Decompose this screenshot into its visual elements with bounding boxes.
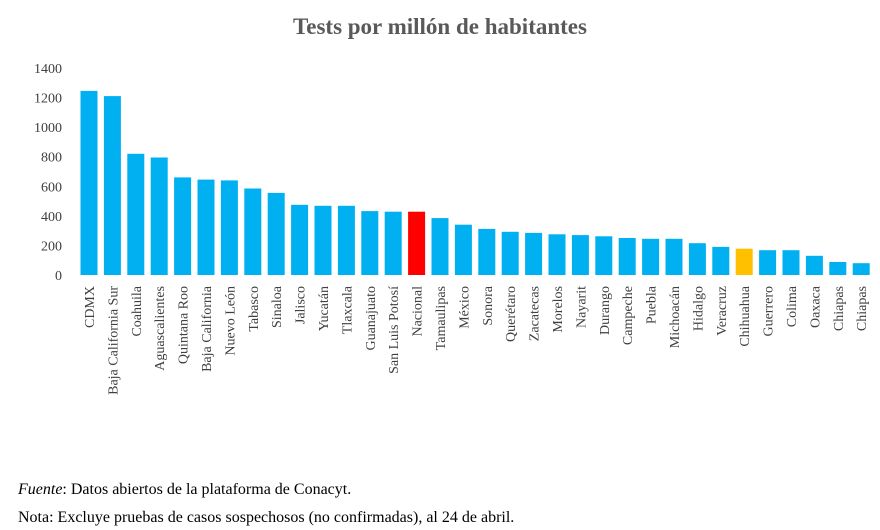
bar xyxy=(361,211,379,275)
bar xyxy=(548,234,566,275)
y-tick-label: 800 xyxy=(41,151,62,166)
x-tick-label: Baja California xyxy=(200,285,215,372)
x-tick-label: Baja California Sur xyxy=(106,286,121,395)
bar xyxy=(805,255,823,275)
bar xyxy=(525,232,543,275)
bar xyxy=(337,205,355,275)
bar xyxy=(244,188,262,275)
x-axis: CDMX Baja California Sur Coahuila Aguascali… xyxy=(83,285,870,395)
bar xyxy=(595,236,613,275)
bar xyxy=(571,235,589,275)
x-tick-label: Nacional xyxy=(411,286,426,337)
bar xyxy=(127,153,145,275)
x-tick-label: San Luis Potosí xyxy=(387,286,402,374)
x-tick-label: Sonora xyxy=(481,285,496,325)
x-tick-label: Coahuila xyxy=(130,285,145,336)
y-tick-label: 0 xyxy=(55,269,62,284)
x-tick-label: Michoacán xyxy=(668,286,683,348)
bar xyxy=(501,231,519,275)
bar xyxy=(688,243,706,275)
y-tick-label: 1000 xyxy=(34,121,62,136)
bar xyxy=(384,211,402,275)
x-tick-label: Puebla xyxy=(645,285,660,324)
x-tick-label: Nuevo León xyxy=(223,286,238,356)
bar xyxy=(150,157,168,275)
x-tick-label: Oaxaca xyxy=(808,285,823,328)
bar xyxy=(735,248,753,275)
bar xyxy=(291,204,309,275)
x-tick-label: Chiapas xyxy=(832,286,847,331)
bar xyxy=(103,96,121,275)
x-tick-label: Sinaloa xyxy=(270,285,285,328)
bar xyxy=(665,238,683,275)
bar xyxy=(314,205,332,275)
bar xyxy=(642,238,660,275)
x-tick-label: Yucatán xyxy=(317,286,332,331)
x-tick-label: México xyxy=(457,286,472,329)
bar-chart: 0 200 400 600 800 1000 1200 1400 CDMX Baja Calif… xyxy=(34,62,870,395)
x-tick-label: Chiapas xyxy=(855,286,870,331)
bar xyxy=(852,263,870,275)
bar xyxy=(759,250,777,275)
y-tick-label: 400 xyxy=(41,210,62,225)
x-tick-label: Jalisco xyxy=(294,286,309,324)
bar xyxy=(220,180,238,275)
bar xyxy=(782,250,800,275)
bar xyxy=(712,246,730,275)
bars xyxy=(80,90,870,276)
x-tick-label: Chihuahua xyxy=(738,285,753,346)
x-tick-label: Tabasco xyxy=(247,286,262,332)
bar xyxy=(829,262,847,275)
x-tick-label: Quintana Roo xyxy=(177,286,192,364)
x-tick-label: Tamaulipas xyxy=(434,286,449,350)
bar xyxy=(174,177,192,275)
x-tick-label: Guanajuato xyxy=(364,286,379,351)
x-tick-label: Morelos xyxy=(551,286,566,333)
bar xyxy=(618,238,636,275)
y-tick-label: 600 xyxy=(41,180,62,195)
x-tick-label: Nayarit xyxy=(574,286,589,328)
source-text: : Datos abiertos de la plataforma de Con… xyxy=(62,481,352,498)
x-tick-label: Zacatecas xyxy=(528,286,543,341)
y-tick-label: 200 xyxy=(41,239,62,254)
bar xyxy=(408,211,426,275)
bar xyxy=(197,179,215,275)
bar xyxy=(478,228,496,275)
x-tick-label: Guerrero xyxy=(762,286,777,337)
bar xyxy=(431,218,449,275)
source-label: Fuente xyxy=(18,481,63,498)
y-tick-label: 1200 xyxy=(34,92,62,107)
x-tick-label: Querétaro xyxy=(504,286,519,342)
x-tick-label: Campeche xyxy=(621,286,636,345)
x-tick-label: Colima xyxy=(785,285,800,327)
chart-title: Tests por millón de habitantes xyxy=(293,14,587,39)
y-tick-label: 1400 xyxy=(34,62,62,77)
x-tick-label: Veracruz xyxy=(715,286,730,336)
x-tick-label: CDMX xyxy=(83,286,98,328)
exclusion-note: Nota: Excluye pruebas de casos sospechos… xyxy=(18,509,515,526)
bar xyxy=(454,224,472,275)
x-tick-label: Tlaxcala xyxy=(340,285,355,334)
source-note: Fuente: Datos abiertos de la plataforma … xyxy=(18,481,351,499)
x-tick-label: Hidalgo xyxy=(691,286,706,331)
y-axis: 0 200 400 600 800 1000 1200 1400 xyxy=(34,62,62,284)
x-tick-label: Aguascalientes xyxy=(153,286,168,371)
x-tick-label: Durango xyxy=(598,286,613,335)
bar xyxy=(80,90,98,276)
bar xyxy=(267,192,285,275)
